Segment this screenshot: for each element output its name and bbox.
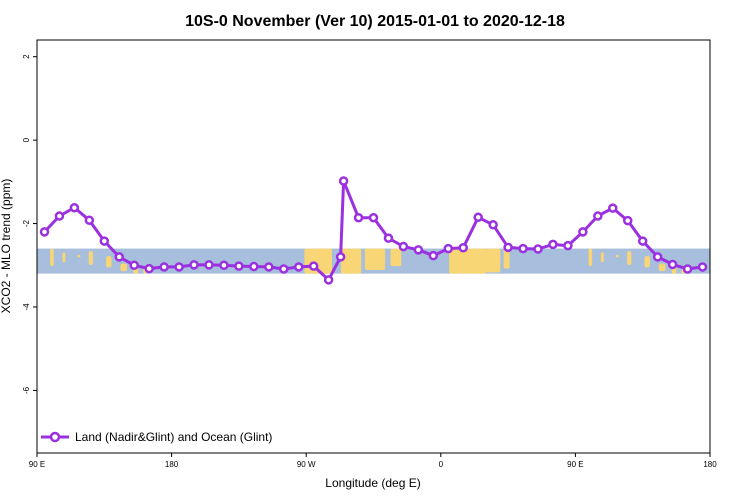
x-axis-label: Longitude (deg E) — [325, 476, 420, 490]
map-land — [644, 256, 650, 268]
data-point — [428, 250, 439, 261]
data-point — [84, 215, 95, 225]
series-line — [43, 179, 703, 282]
data-point — [548, 239, 558, 250]
y-tick-label: 0 — [22, 137, 31, 142]
map-land — [106, 256, 112, 268]
map-land — [658, 263, 666, 272]
data-point — [368, 212, 379, 223]
map-strip — [37, 248, 710, 274]
map-land — [340, 248, 362, 274]
map-land — [449, 248, 469, 274]
data-point — [335, 252, 346, 262]
x-tick-label: 90 W — [297, 460, 316, 469]
x-tick-label: 180 — [165, 460, 179, 469]
map-land — [120, 263, 128, 272]
data-point — [608, 203, 618, 213]
data-point — [159, 262, 169, 272]
y-axis: 2 0 -2 -4 -6 — [22, 54, 37, 394]
data-point — [398, 241, 409, 252]
map-land — [485, 248, 501, 273]
data-point — [652, 252, 663, 262]
legend-label: Land (Nadir&Glint) and Ocean (Glint) — [75, 430, 272, 444]
data-point — [279, 264, 289, 274]
map-land — [467, 248, 487, 274]
data-point — [219, 260, 229, 271]
data-point — [189, 260, 199, 270]
data-point — [563, 240, 573, 251]
data-point — [488, 220, 498, 230]
map-land — [364, 248, 386, 270]
data-point — [249, 261, 259, 272]
data-point — [174, 262, 184, 272]
data-point — [383, 233, 394, 243]
data-point — [443, 243, 454, 254]
y-axis-label: XCO2 - MLO trend (ppm) — [0, 179, 13, 314]
chart-title: 10S-0 November (Ver 10) 2015-01-01 to 20… — [185, 13, 565, 30]
data-point — [323, 275, 334, 285]
data-point — [458, 243, 468, 253]
data-point — [129, 260, 139, 271]
map-land — [600, 252, 604, 263]
map-land — [88, 251, 93, 265]
data-point — [39, 227, 50, 237]
data-point — [144, 263, 154, 274]
y-tick-label: -4 — [22, 303, 31, 311]
x-tick-label: 180 — [703, 460, 717, 469]
data-point — [264, 262, 274, 272]
x-axis: 90 E 180 90 W 0 90 E 180 — [29, 453, 717, 469]
map-land — [77, 254, 81, 258]
data-point — [353, 212, 364, 223]
data-point — [622, 215, 633, 226]
plot-frame — [36, 39, 711, 454]
data-point — [533, 244, 543, 254]
map-land — [627, 251, 632, 265]
data-point — [204, 260, 214, 270]
data-point — [234, 261, 244, 271]
data-point — [503, 242, 513, 253]
data-point — [308, 261, 319, 271]
data-point — [697, 262, 708, 272]
data-point — [54, 211, 65, 221]
data-point — [114, 252, 125, 262]
data-point — [473, 212, 483, 223]
data-point — [338, 176, 349, 186]
map-land — [390, 248, 402, 267]
map-land — [503, 248, 510, 269]
y-tick-label: -2 — [22, 219, 31, 227]
x-tick-label: 90 E — [29, 460, 45, 469]
map-land — [62, 252, 66, 263]
x-tick-label: 90 E — [567, 460, 583, 469]
data-point — [667, 259, 678, 270]
data-point — [593, 211, 603, 221]
data-point — [518, 243, 528, 254]
data-point — [293, 262, 304, 272]
data-point — [99, 236, 110, 246]
series-group — [39, 176, 708, 285]
y-tick-label: 2 — [22, 54, 31, 59]
data-point — [578, 227, 588, 237]
y-tick-label: -6 — [22, 386, 31, 394]
map-land — [615, 254, 619, 258]
data-point — [637, 236, 648, 246]
legend: Land (Nadir&Glint) and Ocean (Glint) — [41, 430, 272, 444]
data-point — [413, 245, 424, 255]
data-point — [69, 202, 80, 213]
legend-marker — [49, 431, 61, 443]
data-point — [682, 264, 693, 274]
x-tick-label: 0 — [439, 460, 444, 469]
map-land — [588, 248, 593, 267]
map-land — [50, 248, 54, 267]
